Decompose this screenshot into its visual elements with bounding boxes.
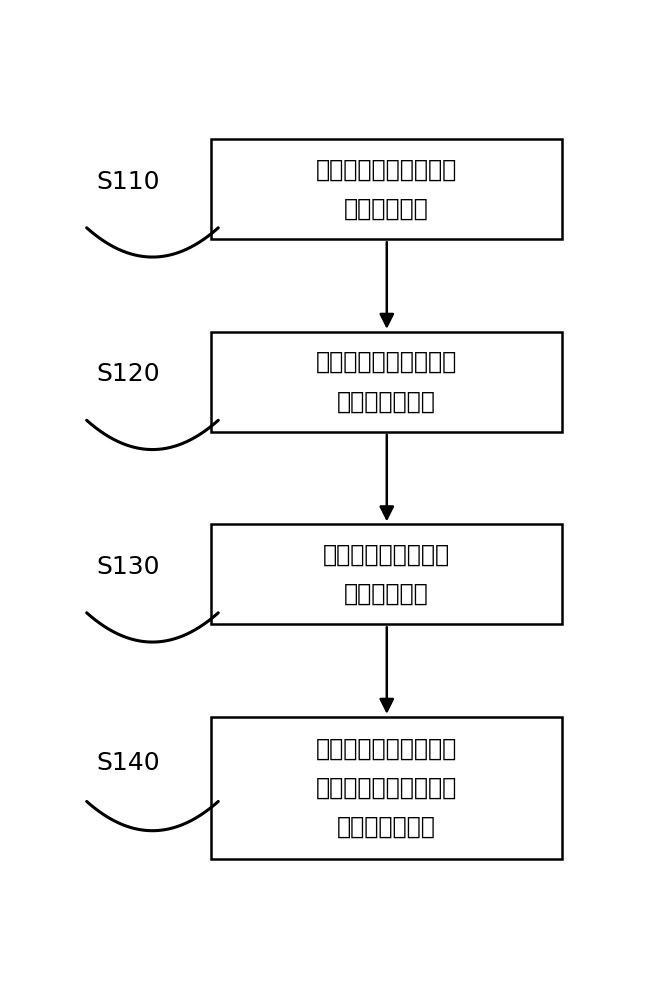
Text: S110: S110: [97, 170, 160, 194]
Bar: [211, 139, 562, 239]
Bar: [211, 332, 562, 432]
Text: 以势心值为聚类中心，
进行层次聚类，完成多
模雷达信号分选: 以势心值为聚类中心， 进行层次聚类，完成多 模雷达信号分选: [316, 737, 457, 839]
Bar: [211, 717, 562, 859]
Text: 优化影响因子，划分网
格，绘制等势线: 优化影响因子，划分网 格，绘制等势线: [316, 350, 457, 413]
Text: 采用剔除势心法寻找
数据空间势值: 采用剔除势心法寻找 数据空间势值: [323, 543, 450, 606]
Text: S130: S130: [97, 555, 160, 579]
Text: 根据截获的雷达信号建
立数据场模型: 根据截获的雷达信号建 立数据场模型: [316, 158, 457, 221]
Text: S120: S120: [97, 362, 161, 386]
Text: S140: S140: [97, 751, 161, 775]
Bar: [211, 524, 562, 624]
